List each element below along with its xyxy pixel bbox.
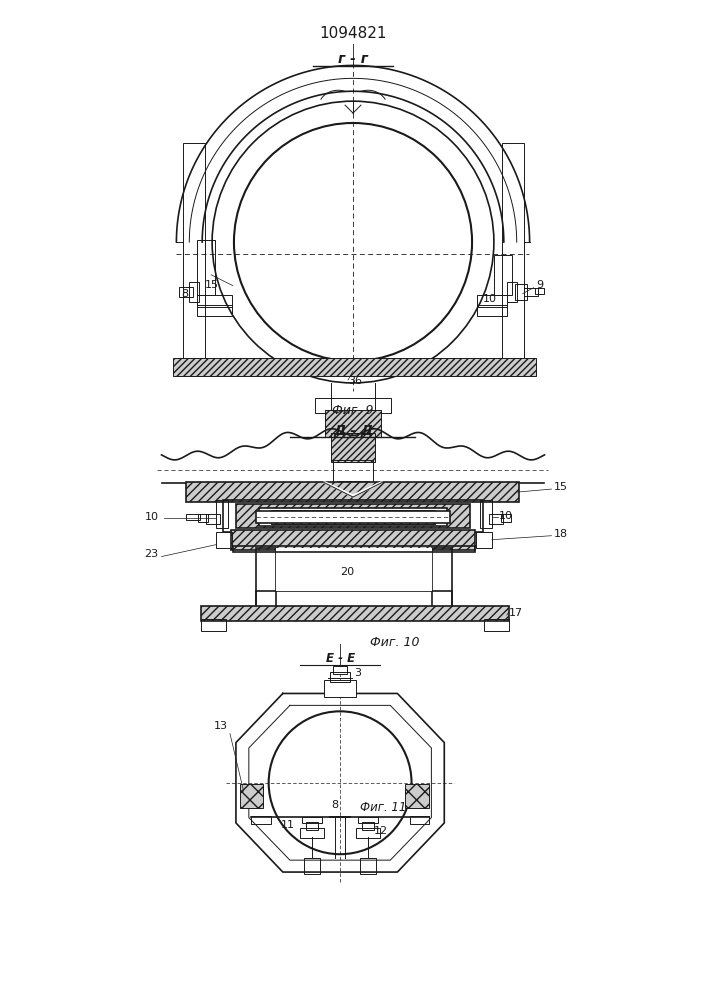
Bar [256, 511, 450, 523]
Bar [236, 504, 470, 528]
Bar [409, 816, 429, 824]
Bar [315, 398, 391, 413]
Bar [180, 287, 193, 297]
Bar [333, 460, 373, 482]
Text: 20: 20 [340, 567, 354, 577]
Bar [183, 143, 205, 361]
Bar [480, 500, 492, 528]
Text: 3: 3 [354, 668, 361, 678]
Text: 13: 13 [214, 721, 228, 731]
Bar [201, 606, 509, 621]
Text: 8: 8 [182, 289, 189, 299]
Bar [477, 295, 507, 307]
Polygon shape [323, 482, 382, 497]
Bar [197, 305, 232, 316]
Text: E - E: E - E [325, 652, 355, 665]
Bar [337, 481, 369, 497]
Bar [502, 143, 524, 361]
Text: 8: 8 [332, 800, 339, 810]
Bar [187, 514, 200, 520]
Bar [515, 284, 527, 300]
Bar [476, 532, 492, 548]
Text: Д - Д: Д - Д [333, 424, 373, 438]
Bar [494, 255, 512, 295]
Bar [358, 817, 378, 823]
Bar [306, 822, 318, 830]
Bar [305, 858, 320, 874]
Text: 15: 15 [554, 482, 568, 492]
Bar [256, 548, 276, 607]
Text: 12: 12 [374, 826, 388, 836]
Bar [256, 591, 452, 607]
Bar [405, 784, 428, 808]
Text: 23: 23 [144, 549, 158, 559]
Bar [231, 530, 475, 550]
Text: г - г: г - г [338, 52, 368, 66]
Bar [271, 510, 436, 524]
Bar [333, 666, 347, 674]
Bar [216, 532, 232, 548]
Bar [251, 816, 271, 824]
Bar [276, 548, 433, 591]
Bar [189, 282, 199, 302]
Bar [356, 828, 380, 838]
Bar [330, 672, 350, 682]
Text: 10: 10 [499, 511, 513, 521]
Bar [259, 508, 448, 526]
Text: 17: 17 [509, 608, 523, 618]
Bar [206, 514, 220, 524]
Text: 1094821: 1094821 [320, 26, 387, 41]
Bar [534, 288, 544, 294]
Bar [198, 514, 208, 522]
Bar [223, 500, 483, 532]
Text: Фиг. 11: Фиг. 11 [360, 801, 407, 814]
Bar [187, 482, 519, 502]
Bar [524, 288, 537, 296]
Bar [300, 828, 325, 838]
Bar [240, 784, 264, 808]
Bar [325, 680, 356, 697]
Text: 15: 15 [205, 280, 219, 290]
Bar [507, 282, 517, 302]
Bar [489, 514, 503, 524]
Bar [331, 433, 375, 462]
Text: 10: 10 [144, 512, 158, 522]
Bar [484, 619, 509, 631]
Text: 9: 9 [537, 280, 544, 290]
Bar [201, 619, 226, 631]
Bar [360, 858, 376, 874]
Bar [197, 240, 215, 295]
Bar [173, 358, 536, 376]
Text: 18: 18 [554, 529, 568, 539]
Bar [233, 546, 475, 552]
Bar [362, 822, 374, 830]
Bar [216, 500, 228, 528]
Text: 11: 11 [281, 820, 295, 830]
Bar [433, 548, 452, 607]
Bar [501, 514, 510, 522]
Text: 10: 10 [483, 294, 497, 304]
Bar [325, 410, 381, 437]
Text: Фиг. 9: Фиг. 9 [332, 404, 374, 417]
Text: 36: 36 [348, 376, 362, 386]
Bar [197, 295, 232, 307]
Bar [303, 817, 322, 823]
Bar [477, 305, 507, 316]
Text: Фиг. 10: Фиг. 10 [370, 636, 419, 649]
